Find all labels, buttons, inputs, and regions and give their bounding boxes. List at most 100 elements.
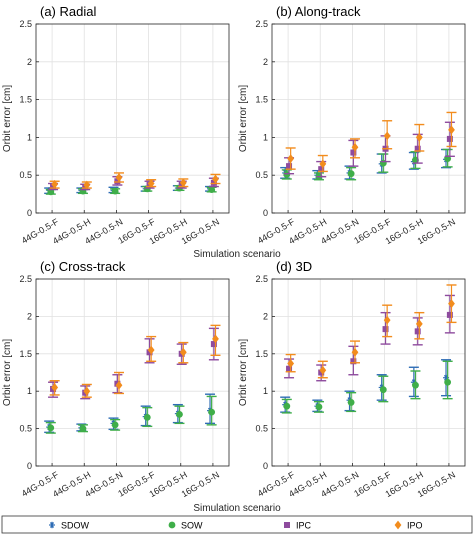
y-tick-label: 0 (263, 461, 268, 471)
y-axis-title: Orbit error [cm] (2, 85, 13, 152)
chart-panel-1: 00.511.522.544G-0.5-F44G-0.5-H44G-0.5-N1… (2, 4, 230, 246)
legend-entry-ipc: IPC (284, 521, 312, 531)
legend: SDOW SOW IPC IPO (1, 515, 473, 534)
marker-sow-4 (176, 410, 183, 418)
marker-sow-0 (283, 402, 291, 410)
marker-ipc-4 (414, 145, 421, 152)
marker-ipo-0 (51, 383, 59, 392)
y-axis-title: Orbit error [cm] (238, 339, 249, 406)
series-ipo (49, 172, 221, 190)
plot-area (36, 279, 229, 466)
chart-panel-2: 00.511.522.544G-0.5-F44G-0.5-H44G-0.5-N1… (238, 4, 466, 246)
y-axis-title: Orbit error [cm] (2, 339, 13, 406)
legend-box (1, 515, 473, 534)
marker-ipo-4 (415, 319, 423, 329)
marker-sow-5 (444, 378, 452, 386)
y-tick-label: 0 (27, 461, 32, 471)
marker-sow-legend (168, 521, 176, 529)
marker-ipc-0 (286, 365, 293, 372)
marker-ipc-5 (210, 341, 217, 348)
plot-area (272, 24, 465, 213)
marker-sow-2 (111, 187, 119, 195)
series-ipo (285, 284, 457, 379)
legend-label-ipc: IPC (296, 521, 312, 531)
y-tick-label: 1 (263, 132, 268, 142)
y-tick-label: 1 (27, 386, 32, 396)
marker-ipo-5 (448, 125, 455, 135)
y-tick-label: 2 (27, 311, 32, 321)
legend-label-sow: SOW (181, 521, 203, 531)
marker-sow-2 (111, 421, 119, 429)
series-ipo (285, 111, 457, 173)
y-tick-label: 0.5 (255, 424, 268, 434)
marker-ipo-3 (147, 179, 155, 188)
marker-ipc-5 (210, 179, 217, 186)
plot-frame (271, 23, 466, 214)
marker-ipo-1 (319, 365, 327, 375)
marker-ipo-legend (394, 520, 402, 530)
panel-title: (c) Cross-track (40, 259, 126, 274)
marker-ipo-5 (212, 174, 219, 184)
marker-ipo-2 (351, 142, 359, 152)
y-tick-label: 2.5 (19, 274, 32, 284)
marker-ipo-4 (415, 133, 423, 142)
marker-ipo-3 (383, 315, 391, 325)
marker-ipo-1 (83, 180, 91, 190)
chart-panel-4: 00.511.522.544G-0.5-F44G-0.5-H44G-0.5-N1… (238, 259, 466, 499)
marker-ipo-3 (147, 345, 155, 355)
legend-entry-sow: SOW (168, 521, 203, 531)
marker-ipo-0 (287, 154, 295, 163)
marker-sow-1 (315, 403, 323, 411)
y-tick-label: 1.5 (255, 349, 268, 359)
y-tick-label: 2.5 (255, 19, 268, 29)
plot-frame (35, 23, 230, 214)
marker-ipo-5 (212, 334, 219, 344)
marker-sow-2 (347, 399, 355, 406)
panel-title: (a) Radial (40, 4, 96, 19)
marker-ipc-2 (350, 149, 357, 156)
legend-label-sdow: SDOW (61, 521, 90, 531)
marker-ipo-2 (115, 380, 123, 390)
y-tick-label: 2.5 (255, 274, 268, 284)
marker-sow-3 (379, 386, 387, 394)
y-tick-label: 0 (263, 208, 268, 218)
legend-entry-ipo: IPO (394, 520, 423, 531)
marker-sow-0 (47, 424, 55, 432)
marker-sdow-legend (49, 521, 55, 529)
y-tick-label: 0 (27, 208, 32, 218)
y-tick-label: 1 (263, 386, 268, 396)
marker-ipc-legend (284, 522, 290, 528)
marker-ipc-4 (414, 328, 421, 335)
marker-ipo-4 (179, 347, 187, 357)
marker-ipo-5 (448, 299, 455, 309)
marker-ipo-0 (51, 179, 59, 189)
marker-ipc-5 (446, 135, 453, 142)
y-tick-label: 1.5 (19, 95, 32, 105)
panel-title: (b) Along-track (276, 4, 361, 19)
y-tick-label: 2 (263, 57, 268, 67)
marker-ipo-2 (351, 347, 359, 357)
y-tick-label: 0.5 (19, 170, 32, 180)
x-axis-title-top: Simulation scenario (193, 249, 281, 260)
marker-ipo-0 (287, 359, 295, 368)
marker-ipc-0 (286, 163, 293, 170)
marker-ipo-3 (383, 131, 391, 141)
y-tick-label: 2.5 (19, 19, 32, 29)
chart-panel-3: 00.511.522.544G-0.5-F44G-0.5-H44G-0.5-N1… (2, 259, 230, 499)
marker-ipo-4 (179, 178, 187, 188)
marker-ipc-2 (114, 178, 121, 185)
marker-ipo-2 (115, 173, 123, 182)
marker-sow-2 (347, 170, 355, 178)
marker-sow-4 (412, 381, 419, 389)
y-tick-label: 1.5 (255, 95, 268, 105)
series-sow (281, 360, 453, 414)
panel-title: (d) 3D (276, 259, 312, 274)
y-tick-label: 1 (27, 132, 32, 142)
y-tick-label: 0.5 (19, 424, 32, 434)
marker-ipc-3 (382, 326, 389, 333)
y-tick-label: 2 (263, 311, 268, 321)
marker-ipc-5 (446, 311, 453, 318)
marker-ipo-1 (83, 386, 91, 396)
series-ipo (49, 324, 221, 398)
